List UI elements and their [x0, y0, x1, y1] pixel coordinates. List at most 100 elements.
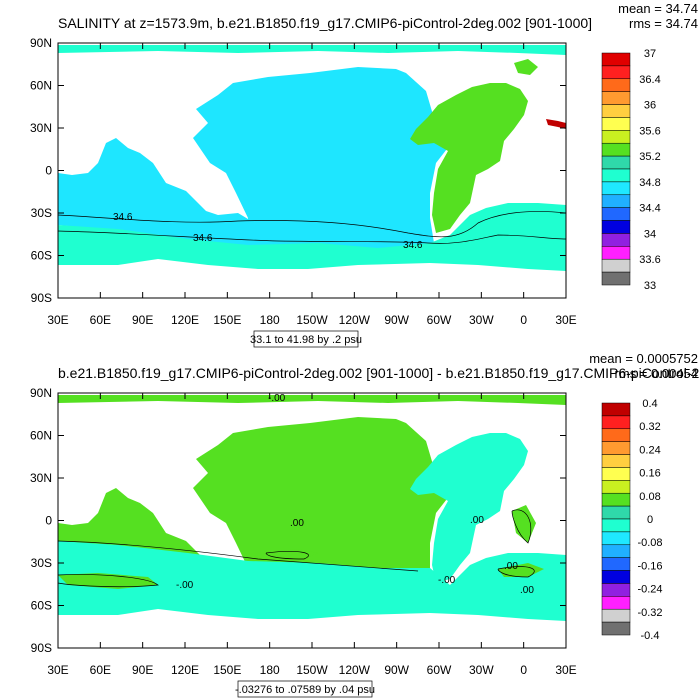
info-box: [253, 330, 359, 348]
colorbar-swatch: [601, 531, 631, 546]
x-tick-label: 150W: [296, 313, 328, 327]
x-tick-label: 60E: [90, 313, 111, 327]
y-tick-label: 0: [45, 514, 52, 528]
y-tick-label: 90S: [31, 641, 52, 655]
region-atlantic: [410, 83, 528, 233]
colorbar-swatch: [601, 271, 631, 286]
x-tick-label: 0: [520, 663, 527, 677]
colorbar-label: 0: [647, 514, 653, 526]
contour-line: [57, 574, 159, 588]
colorbar-label: 36.4: [639, 74, 660, 86]
title: SALINITY at z=1573.9m, b.e21.B1850.f19_g…: [58, 15, 592, 31]
contour-line: [57, 540, 419, 572]
colorbar-swatch: [601, 78, 631, 92]
x-tick-label: 120E: [171, 313, 199, 327]
x-tick-label: 120W: [339, 313, 371, 327]
info-box: [237, 680, 373, 698]
region-southern-ocean: [58, 541, 566, 621]
contour-line: [57, 211, 567, 238]
colorbar-swatch: [601, 583, 631, 597]
x-tick-label: 60E: [90, 663, 111, 677]
colorbar-label: -0.32: [637, 607, 662, 619]
y-tick-label: 0: [45, 164, 52, 178]
y-tick-label: 60N: [30, 79, 52, 93]
colorbar-label: 34.8: [639, 177, 660, 189]
y-tick-label: 30S: [31, 556, 52, 570]
region-indian: [58, 138, 248, 251]
mean-label: mean = 0.0005752: [589, 351, 698, 366]
contour-line: [57, 230, 567, 244]
colorbar-swatch: [601, 246, 631, 260]
colorbar-swatch: [601, 258, 631, 273]
x-axis: 30E 60E 90E 120E 150E 180 150W 120W 90W 60W 30W 0 30…: [47, 393, 577, 677]
colorbar-swatch: [601, 544, 631, 558]
x-tick-label: 150E: [213, 313, 241, 327]
colorbar-swatch: [601, 142, 631, 157]
region-southern-ocean: [58, 203, 566, 271]
colorbar-label: 35.6: [639, 125, 660, 137]
colorbar-label: 33.6: [639, 254, 660, 266]
y-tick-label: 90N: [30, 36, 52, 50]
x-tick-label: 30W: [469, 663, 494, 677]
region-patch: [512, 505, 536, 543]
region-atlantic: [410, 433, 528, 583]
colorbar-label: 0.16: [639, 468, 660, 480]
colorbar-swatch: [601, 467, 631, 481]
y-tick-label: 30N: [30, 471, 52, 485]
x-tick-label: 30E: [47, 313, 68, 327]
x-tick-label: 30E: [555, 663, 576, 677]
x-tick-label: 30W: [469, 313, 494, 327]
colorbar-label: 35.2: [639, 151, 660, 163]
region-mediterranean: [546, 119, 566, 129]
x-tick-label: 150E: [213, 663, 241, 677]
colorbar-swatch: [601, 91, 631, 105]
region-greenland-sea: [514, 59, 538, 75]
y-axis: 90N 60N 30N 0 30S 60S 90S: [30, 36, 566, 305]
contour-label: -.00: [176, 580, 194, 591]
x-tick-label: 90W: [384, 663, 409, 677]
colorbar-swatch: [601, 194, 631, 208]
colorbar-swatch: [601, 608, 631, 623]
colorbar-swatch: [601, 181, 631, 196]
colorbar-swatch: [601, 104, 631, 118]
colorbar-swatch: [601, 428, 631, 442]
x-tick-label: 30E: [555, 313, 576, 327]
colorbar-swatch: [601, 505, 631, 520]
colorbar-label: 37: [644, 48, 656, 60]
colorbar-swatch: [601, 402, 631, 417]
colorbar-swatch: [601, 155, 631, 170]
rms-label: rms = 0.00454: [615, 366, 698, 381]
colorbar-label: -0.24: [637, 584, 662, 596]
mean-label: mean = 34.74: [618, 1, 698, 16]
panel-difference: b.e21.B1850.f19_g17.CMIP6-piControl-2deg…: [30, 351, 700, 698]
x-tick-label: 180: [260, 663, 280, 677]
contour-line: [265, 551, 309, 560]
colorbar-swatch: [601, 52, 631, 67]
colorbar-swatch: [601, 596, 631, 610]
y-tick-label: 90N: [30, 386, 52, 400]
contour-label: 34.6: [193, 233, 213, 244]
colorbar-label: 0.32: [639, 421, 660, 433]
contour-label: .00: [290, 518, 304, 529]
colorbar-swatch: [601, 415, 631, 430]
x-tick-label: 30E: [47, 663, 68, 677]
colorbar-label: 0.08: [639, 491, 660, 503]
region-patch: [58, 573, 158, 589]
colorbar-label: -0.16: [637, 560, 662, 572]
contour-line: [511, 509, 532, 544]
colorbar-label: -0.08: [637, 537, 662, 549]
colorbar-label: -0.4: [641, 630, 660, 642]
colorbar-swatch: [601, 492, 631, 507]
colorbar-swatch: [601, 65, 631, 80]
colorbar-swatch: [601, 233, 631, 247]
colorbar-label: 33: [644, 280, 656, 292]
x-tick-label: 60W: [427, 663, 452, 677]
y-tick-label: 60S: [31, 599, 52, 613]
region-patch: [498, 563, 544, 577]
colorbar-label: 0.24: [639, 444, 660, 456]
region-pacific: [193, 67, 450, 253]
colorbar-swatch: [601, 557, 631, 571]
title: b.e21.B1850.f19_g17.CMIP6-piControl-2deg…: [58, 365, 700, 381]
colorbar-swatch: [601, 570, 631, 584]
